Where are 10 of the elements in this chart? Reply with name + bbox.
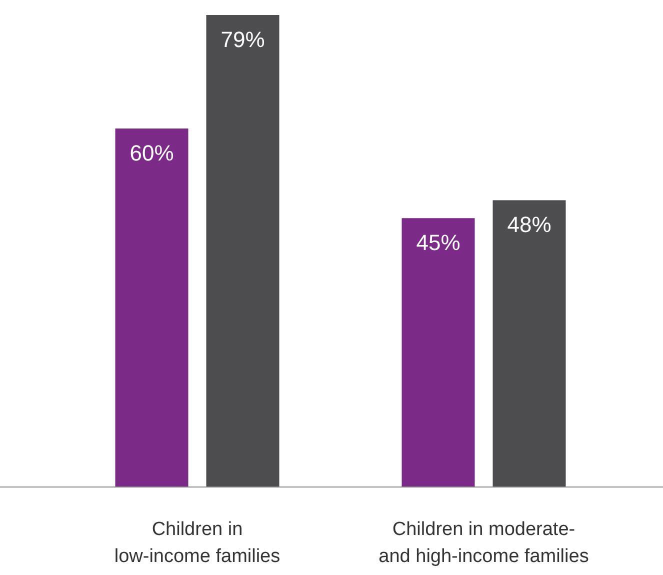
bar — [115, 128, 188, 487]
data-label: 45% — [416, 230, 460, 256]
x-tick-label: Children in moderate- and high-income families — [378, 519, 589, 567]
bar — [492, 200, 566, 487]
x-tick-label: Children in low-income families — [114, 519, 280, 567]
data-label: 79% — [220, 27, 265, 52]
bar — [206, 15, 280, 487]
bar — [402, 218, 475, 487]
data-label: 48% — [507, 212, 552, 238]
data-label: 60% — [130, 140, 174, 166]
